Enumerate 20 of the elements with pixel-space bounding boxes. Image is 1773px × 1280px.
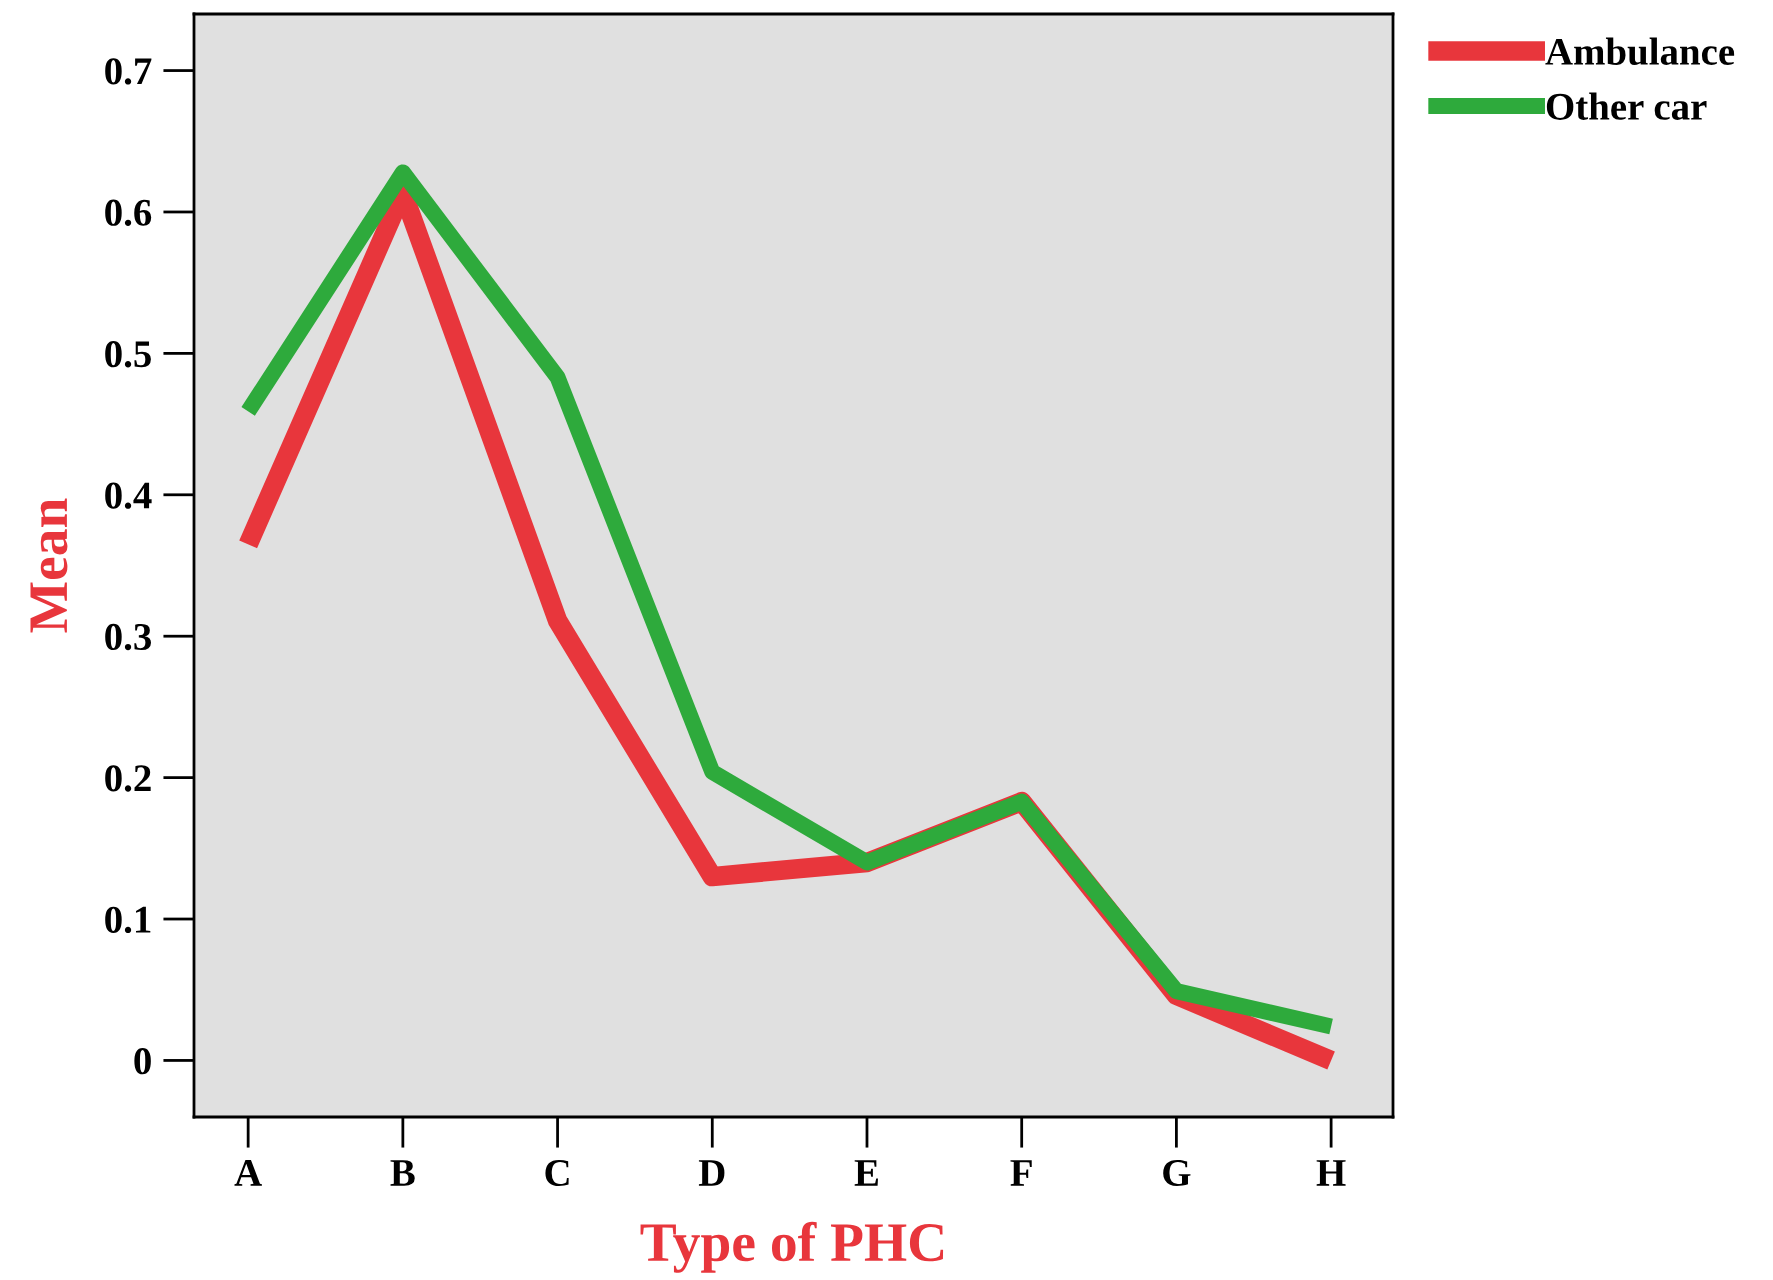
y-tick-label: 0.3 xyxy=(105,623,151,651)
legend-label: Other car xyxy=(1546,92,1707,120)
legend-label: Ambulance xyxy=(1545,37,1735,66)
x-axis-title: Type of PHC xyxy=(640,1221,944,1273)
x-tick-label: G xyxy=(1163,1159,1191,1187)
x-tick-label: C xyxy=(545,1159,569,1187)
x-tick-label: E xyxy=(854,1160,878,1186)
y-tick-label: 0.2 xyxy=(105,765,151,792)
y-tick-label: 0 xyxy=(134,1048,151,1075)
x-tick-label: F xyxy=(1010,1160,1032,1186)
y-tick-label: 0.6 xyxy=(105,199,152,227)
x-tick-label: B xyxy=(390,1160,415,1186)
y-tick-label: 0.5 xyxy=(105,341,151,368)
y-tick-label: 0.7 xyxy=(105,58,152,85)
x-tick-label: D xyxy=(698,1160,725,1186)
y-tick-label: 0.1 xyxy=(105,906,151,934)
y-axis-title: Mean xyxy=(30,498,68,633)
x-tick-label: A xyxy=(234,1159,262,1186)
y-tick-label: 0.4 xyxy=(105,482,152,509)
x-tick-label: H xyxy=(1316,1160,1346,1186)
